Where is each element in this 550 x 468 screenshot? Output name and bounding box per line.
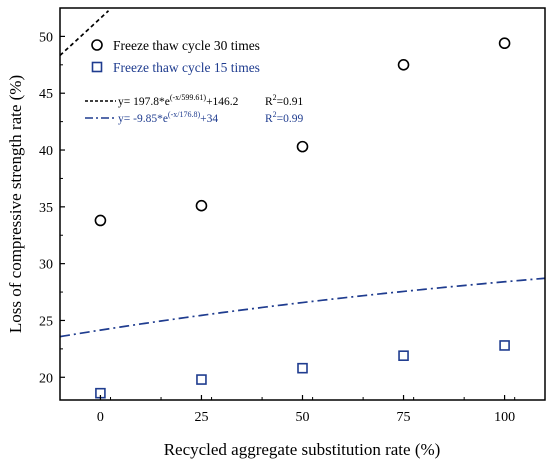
fit-equation-1: y= 197.8*e(-x/599.61)+146.2 (118, 93, 239, 108)
fit-equation-2: y= -9.85*e(-x/176.8)+34 (118, 110, 218, 125)
x-tick-label: 100 (494, 410, 515, 425)
data-point-series-1 (296, 140, 309, 153)
y-tick-label: 50 (39, 30, 53, 45)
fit-r2-2-value: =0.99 (277, 113, 304, 125)
legend-marker-circle (91, 39, 103, 51)
legend-marker-square (91, 61, 103, 73)
y-tick-label: 45 (39, 87, 53, 102)
fit-equation-1-exp: (-x/599.61) (170, 93, 207, 102)
fit-equation-2-exp: (-x/176.8) (168, 110, 201, 119)
fit-r2-1: R2=0.91 (265, 93, 304, 108)
fit-r2-1-sup: 2 (273, 93, 277, 102)
fit-equation-1-base: y= 197.8*e (118, 96, 170, 108)
x-tick-label: 0 (97, 410, 104, 425)
plot-frame (59, 7, 546, 401)
data-point-series-2 (196, 374, 207, 385)
y-tick-label: 35 (39, 201, 53, 216)
x-tick-label: 75 (397, 410, 411, 425)
fit-equation-2-base: y= -9.85*e (118, 113, 168, 125)
fit-curve-2 (59, 277, 546, 338)
fit-r2-1-value: =0.91 (277, 96, 304, 108)
fit-r2-2: R2=0.99 (265, 110, 304, 125)
data-point-series-2 (297, 362, 308, 374)
data-point-series-2 (398, 350, 409, 361)
y-axis-title: Loss of compressive strength rate (%) (6, 75, 25, 333)
data-point-series-1 (195, 199, 208, 212)
y-tick-label: 40 (39, 144, 53, 159)
y-tick-label: 30 (39, 258, 53, 273)
data-point-series-1 (397, 59, 410, 71)
fit-equation-2-const: +34 (200, 113, 218, 125)
data-markers (94, 37, 511, 399)
data-point-series-1 (94, 214, 107, 227)
data-point-series-1 (498, 37, 511, 50)
x-tick-label: 25 (194, 410, 208, 425)
x-tick-label: 50 (296, 410, 310, 425)
legend-label-series-1: Freeze thaw cycle 30 times (113, 38, 260, 53)
fit-r2-1-label: R (265, 96, 273, 108)
fit-r2-2-sup: 2 (273, 110, 277, 119)
fit-curves (59, 10, 546, 338)
fit-equation-1-const: +146.2 (206, 96, 239, 108)
axis-ticks: 0 25 50 75 100 20 25 30 35 40 45 50 (39, 30, 516, 425)
y-tick-label: 20 (39, 371, 53, 386)
x-axis-title: Recycled aggregate substitution rate (%) (164, 440, 441, 459)
fit-r2-2-label: R (265, 113, 273, 125)
legend: Freeze thaw cycle 30 times Freeze thaw c… (85, 38, 304, 125)
legend-label-series-2: Freeze thaw cycle 15 times (113, 60, 260, 75)
y-tick-label: 25 (39, 314, 53, 329)
data-point-series-2 (499, 340, 510, 351)
fit-curve-1 (59, 10, 110, 57)
